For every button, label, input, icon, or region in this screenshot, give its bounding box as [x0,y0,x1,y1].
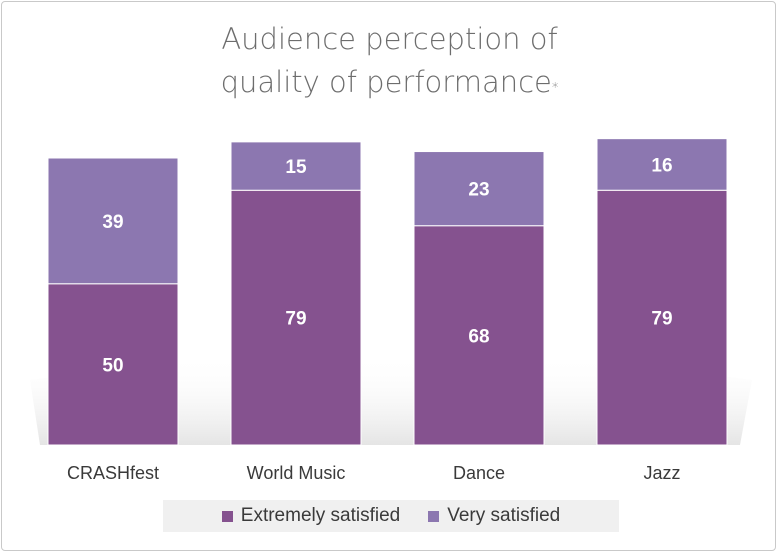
data-label-world-music-very-satisfied: 15 [285,157,307,178]
legend: Extremely satisfied Very satisfied [163,500,619,532]
bar-dance-very-satisfied [413,151,545,227]
category-label-world-music: World Music [247,463,346,483]
category-label-crashfest: CRASHfest [67,463,159,483]
title-asterisk: * [551,81,559,96]
data-label-crashfest-extremely-satisfied: 50 [102,355,123,376]
legend-item-very-satisfied: Very satisfied [428,505,560,527]
bar-jazz-very-satisfied [596,138,728,191]
data-label-dance-extremely-satisfied: 68 [468,326,489,347]
bar-dance-extremely-satisfied [413,225,545,446]
data-label-jazz-very-satisfied: 16 [651,155,672,176]
legend-swatch-extremely-satisfied [221,510,233,522]
bar-world-music-extremely-satisfied [230,189,362,446]
data-label-jazz-extremely-satisfied: 79 [651,309,672,330]
title-line-2: quality of performance* [0,61,779,104]
bar-crashfest-extremely-satisfied [47,283,179,446]
legend-item-extremely-satisfied: Extremely satisfied [221,505,401,527]
chart-title: Audience perception of quality of perfor… [0,18,779,104]
data-label-dance-very-satisfied: 23 [468,180,489,201]
title-line-2-text: quality of performance [220,65,552,99]
bar-world-music-very-satisfied [230,141,362,191]
bar-crashfest-very-satisfied [47,157,179,285]
legend-label-extremely-satisfied: Extremely satisfied [240,505,401,526]
category-label-dance: Dance [453,463,505,483]
legend-swatch-very-satisfied [428,510,440,522]
bar-jazz-extremely-satisfied [596,189,728,446]
legend-label-very-satisfied: Very satisfied [447,505,561,526]
data-label-world-music-extremely-satisfied: 79 [285,309,306,330]
data-label-crashfest-very-satisfied: 39 [102,212,123,233]
title-line-1: Audience perception of [221,22,558,56]
category-label-jazz: Jazz [643,463,680,483]
floor-shadow [30,355,752,445]
